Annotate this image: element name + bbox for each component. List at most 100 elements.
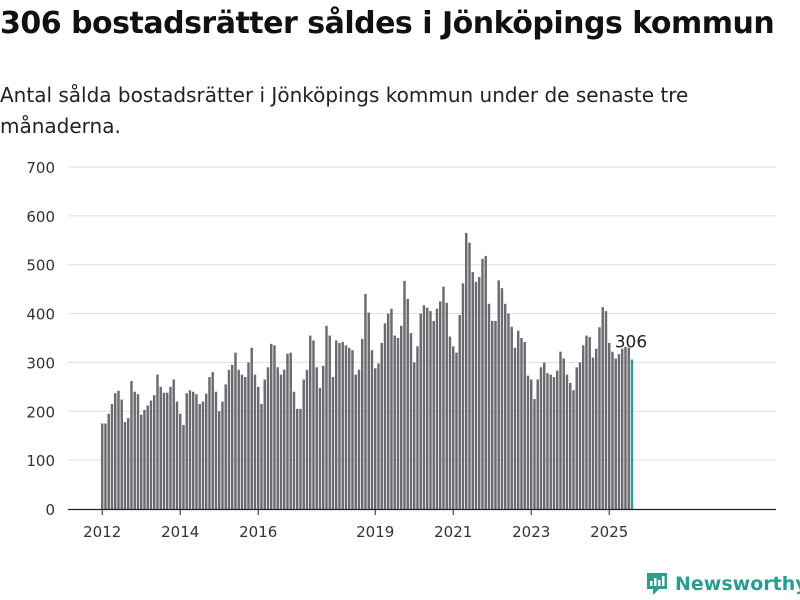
bar <box>143 409 146 509</box>
y-tick-label: 500 <box>26 257 55 275</box>
bar <box>432 320 435 509</box>
y-axis: 0 100 200 300 400 500 600 700 <box>26 159 55 519</box>
bar <box>403 280 406 509</box>
bar <box>231 364 234 509</box>
bar <box>104 423 107 509</box>
bar <box>175 401 179 509</box>
bar <box>221 401 224 509</box>
bar <box>448 336 452 509</box>
bar <box>214 391 218 509</box>
bar <box>273 345 276 509</box>
bar <box>585 335 588 509</box>
bar <box>419 313 422 509</box>
bar <box>205 393 208 509</box>
bar <box>331 377 335 509</box>
bar <box>552 377 556 509</box>
bar <box>370 350 374 509</box>
bar <box>110 403 114 509</box>
bar <box>595 348 598 509</box>
bar <box>250 347 253 509</box>
bar <box>396 338 400 509</box>
bar <box>117 390 120 509</box>
bar <box>484 255 487 509</box>
y-tick-label: 0 <box>45 501 55 519</box>
bar <box>387 313 390 509</box>
bar <box>266 367 270 509</box>
bar <box>487 303 491 509</box>
bar <box>218 411 221 509</box>
bar <box>156 374 159 509</box>
bar <box>289 352 292 509</box>
bar <box>159 386 162 509</box>
bar <box>136 394 140 509</box>
bar <box>517 330 520 509</box>
bar <box>546 373 549 509</box>
x-axis: 2012 2014 2016 2019 2021 2023 2025 <box>68 508 776 541</box>
y-tick-label: 600 <box>26 208 55 226</box>
bar <box>224 384 227 509</box>
last-value-label: 306 <box>615 332 647 352</box>
bar <box>591 357 595 509</box>
bar <box>422 305 426 509</box>
bar <box>338 342 341 509</box>
bar <box>471 272 474 509</box>
bar <box>569 382 572 509</box>
bar <box>413 362 416 509</box>
bar <box>195 394 198 509</box>
bar <box>114 393 117 509</box>
bar <box>322 365 325 509</box>
bar <box>582 345 585 509</box>
bar <box>377 363 380 509</box>
bar <box>530 379 533 509</box>
x-tick-label: 2025 <box>590 523 628 541</box>
bar <box>305 369 309 509</box>
y-tick-label: 300 <box>26 354 55 372</box>
bar <box>201 401 205 509</box>
bar <box>296 408 299 509</box>
bar <box>494 320 497 509</box>
bar <box>383 323 387 509</box>
bar <box>270 343 273 509</box>
bar <box>497 280 500 509</box>
bar <box>390 308 393 509</box>
bar <box>533 399 536 509</box>
bar <box>367 312 370 509</box>
bar <box>461 283 465 509</box>
bar <box>523 341 526 509</box>
bar <box>442 286 445 509</box>
x-tick-label: 2014 <box>161 523 199 541</box>
bar <box>198 403 201 509</box>
bar <box>107 413 110 509</box>
bar <box>341 341 344 509</box>
brand-name: Newsworthy <box>675 573 800 595</box>
bar <box>348 347 351 509</box>
bar <box>400 325 403 509</box>
newsworthy-icon <box>647 573 667 595</box>
bar <box>146 405 149 509</box>
chart-title: 306 bostadsrätter såldes i Jönköpings ko… <box>0 6 775 41</box>
bar <box>624 346 627 509</box>
bar <box>237 369 240 509</box>
bar <box>276 367 279 509</box>
bar <box>172 379 175 509</box>
annotations: 306 <box>615 332 647 352</box>
bar <box>445 302 448 509</box>
bar <box>318 387 322 509</box>
bar <box>179 413 182 509</box>
bar <box>513 347 517 509</box>
bar <box>611 351 614 509</box>
bar <box>426 307 429 509</box>
bar <box>543 362 546 509</box>
bar <box>351 350 354 509</box>
bar <box>455 352 458 509</box>
bar <box>240 374 244 509</box>
bar <box>465 232 468 509</box>
bar <box>211 372 214 509</box>
bar-highlight <box>630 359 634 509</box>
bar <box>416 346 419 509</box>
bar <box>565 374 569 509</box>
bar <box>510 326 513 509</box>
bar <box>409 333 413 509</box>
y-tick-label: 200 <box>26 403 55 421</box>
bar <box>328 335 331 509</box>
